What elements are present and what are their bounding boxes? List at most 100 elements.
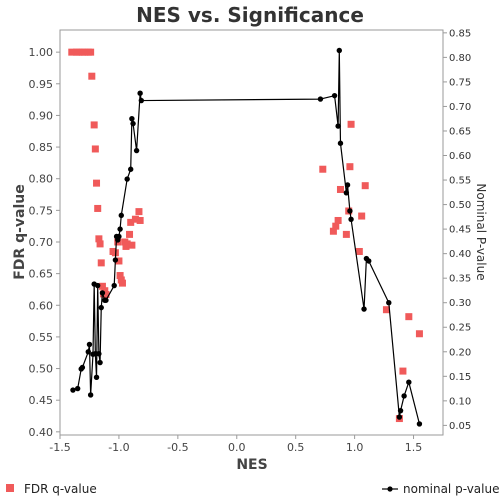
x-tick-label: 1.5: [405, 441, 423, 454]
y2-tick-label: 0.15: [449, 372, 471, 383]
nominal-p-value-point: [347, 208, 353, 214]
y-tick-label: 0.40: [29, 426, 54, 439]
fdr-q-value-point: [96, 240, 104, 248]
fdr-q-value-point: [136, 216, 144, 224]
y2-tick-label: 0.30: [449, 298, 471, 309]
fdr-q-value-point: [361, 182, 369, 190]
y2-tick-label: 0.45: [449, 225, 471, 236]
y-tick-label: 0.55: [29, 331, 54, 344]
nominal-p-value-point: [87, 392, 94, 398]
y-tick-label: 0.75: [29, 204, 54, 217]
chart-title: NES vs. Significance: [136, 3, 364, 27]
fdr-q-value-point: [87, 48, 95, 56]
x-tick-label: -0.5: [167, 441, 188, 454]
nominal-p-value-point: [128, 166, 134, 172]
nominal-p-value-point: [401, 393, 407, 399]
fdr-q-value-point: [329, 227, 337, 235]
y2-tick-label: 0.75: [449, 77, 471, 88]
fdr-q-value-point: [102, 291, 110, 299]
nominal-p-value-point: [85, 349, 91, 355]
fdr-q-value-point: [75, 48, 83, 56]
fdr-q-value-point: [90, 121, 98, 129]
nominal-p-value-point: [103, 297, 109, 303]
x-axis: -1.5 -1.0 -0.5 0.0 0.5 1.0 1.5: [49, 435, 422, 454]
fdr-q-value-point: [97, 259, 105, 267]
nominal-p-value-point: [124, 176, 130, 182]
y-tick-label: 0.45: [29, 394, 54, 407]
nominal-p-value-point: [99, 290, 106, 296]
fdr-q-value-point: [135, 208, 143, 216]
fdr-q-value-point: [358, 212, 366, 220]
nominal-p-value-point: [335, 123, 341, 129]
y-tick-label: 0.95: [29, 78, 54, 91]
nominal-p-value-point: [130, 120, 136, 127]
nominal-p-value-point: [116, 233, 122, 240]
fdr-q-value-point: [319, 165, 327, 173]
x-tick-label: 0.5: [287, 441, 305, 454]
fdr-q-value-point: [68, 48, 76, 56]
x-tick-label: 1.0: [346, 441, 364, 454]
nominal-p-value-point: [386, 300, 392, 306]
nominal-p-value-line: [72, 49, 421, 425]
nominal-p-value-point: [98, 304, 104, 311]
nominal-p-value-point: [416, 421, 423, 427]
fdr-q-value-point: [382, 306, 390, 314]
fdr-q-value-point: [101, 287, 109, 295]
fdr-q-value-point: [115, 257, 123, 265]
fdr-q-value-point: [98, 282, 106, 290]
y-tick-label: 0.90: [29, 109, 54, 122]
nominal-p-value-point: [366, 258, 372, 264]
x-tick-label: -1.5: [49, 441, 70, 454]
y-tick-label: 0.65: [29, 268, 54, 281]
legend-p-marker: [387, 486, 393, 492]
nominal-p-value-point: [70, 387, 76, 393]
y-tick-label: 0.70: [29, 236, 54, 249]
y2-tick-label: 0.25: [449, 323, 471, 334]
y-tick-label: 0.85: [29, 141, 54, 154]
fdr-q-value-point: [123, 240, 131, 248]
fdr-q-value-point: [336, 185, 344, 193]
fdr-q-value-point: [399, 367, 407, 375]
fdr-q-value-point: [332, 222, 340, 230]
nominal-p-value-point: [396, 414, 403, 420]
nominal-p-value-point: [97, 359, 103, 366]
nominal-p-value-point: [96, 351, 102, 357]
y-axis-label: FDR q-value: [12, 184, 28, 280]
nominal-p-value-point: [86, 341, 93, 348]
nominal-p-value-series: [70, 47, 423, 427]
x-axis-label: NES: [236, 457, 267, 473]
plot-area: [59, 29, 444, 436]
y2-tick-label: 0.05: [449, 421, 471, 432]
nominal-p-value-point: [74, 385, 81, 392]
nominal-p-value-point: [361, 306, 367, 312]
y2-tick-label: 0.35: [449, 274, 471, 285]
nominal-p-value-point: [111, 282, 117, 289]
fdr-q-value-point: [405, 313, 413, 321]
fdr-q-value-point: [81, 48, 89, 56]
fdr-q-value-point: [355, 247, 363, 255]
nominal-p-value-point: [118, 212, 124, 219]
fdr-q-value-point: [93, 179, 101, 187]
fdr-q-value-point: [342, 230, 350, 238]
nominal-p-value-point: [406, 379, 412, 385]
fdr-q-value-point: [126, 230, 134, 238]
nominal-p-value-point: [331, 92, 338, 99]
nominal-p-value-point: [129, 116, 135, 122]
fdr-q-value-point: [346, 163, 354, 171]
y2-axis-label: Nominal P-value: [474, 183, 488, 280]
y2-tick-label: 0.60: [449, 151, 471, 162]
fdr-q-value-point: [118, 279, 126, 287]
fdr-q-value-point: [91, 145, 99, 153]
y2-tick-label: 0.55: [449, 176, 471, 187]
nominal-p-value-point: [117, 226, 123, 232]
fdr-q-value-point: [116, 272, 124, 280]
nominal-p-value-point: [137, 90, 143, 96]
fdr-q-value-point: [94, 204, 102, 212]
y2-tick-label: 0.85: [449, 28, 471, 39]
y-tick-label: 0.50: [29, 363, 54, 376]
y2-tick-label: 0.65: [449, 126, 471, 137]
nominal-p-value-point: [138, 97, 145, 104]
legend-p-label: nominal p-value: [403, 482, 499, 496]
nominal-p-value-point: [317, 96, 324, 102]
